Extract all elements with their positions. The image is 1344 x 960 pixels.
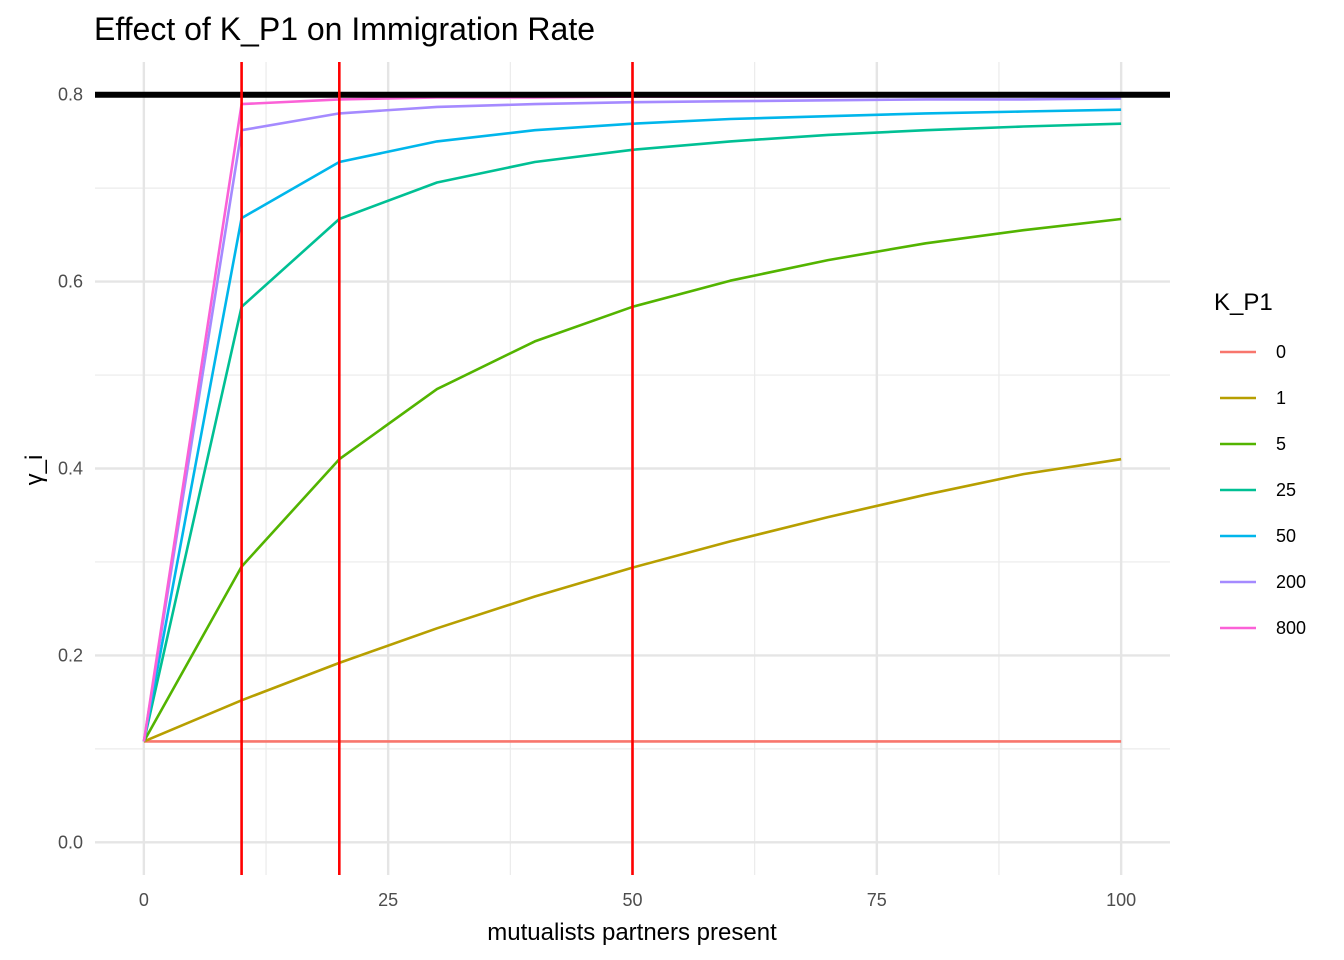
legend-items: 0 1 5 25 50 200 800 — [1220, 342, 1306, 638]
legend-title: K_P1 — [1214, 289, 1273, 316]
y-axis-ticks: 0.0 0.2 0.4 0.6 0.8 — [58, 85, 83, 853]
x-tick-label: 75 — [867, 890, 887, 910]
legend-label-800: 800 — [1276, 618, 1306, 638]
y-axis-label: γ_i — [21, 455, 48, 486]
x-tick-label: 25 — [378, 890, 398, 910]
x-tick-label: 0 — [139, 890, 149, 910]
reference-lines — [95, 62, 1170, 875]
legend-label-5: 5 — [1276, 434, 1286, 454]
x-axis-label: mutualists partners present — [487, 919, 777, 946]
legend-label-200: 200 — [1276, 572, 1306, 592]
y-tick-label: 0.6 — [58, 272, 83, 292]
x-tick-label: 100 — [1106, 890, 1136, 910]
x-tick-label: 50 — [622, 890, 642, 910]
legend-label-1: 1 — [1276, 388, 1286, 408]
y-tick-label: 0.0 — [58, 832, 83, 852]
legend-label-25: 25 — [1276, 480, 1296, 500]
legend: K_P1 0 1 5 25 50 200 800 — [1214, 289, 1306, 638]
chart-title: Effect of K_P1 on Immigration Rate — [94, 11, 595, 47]
legend-label-0: 0 — [1276, 342, 1286, 362]
y-tick-label: 0.4 — [58, 459, 83, 479]
y-tick-label: 0.2 — [58, 645, 83, 665]
legend-label-50: 50 — [1276, 526, 1296, 546]
x-axis-ticks: 0 25 50 75 100 — [139, 890, 1136, 910]
y-tick-label: 0.8 — [58, 85, 83, 105]
